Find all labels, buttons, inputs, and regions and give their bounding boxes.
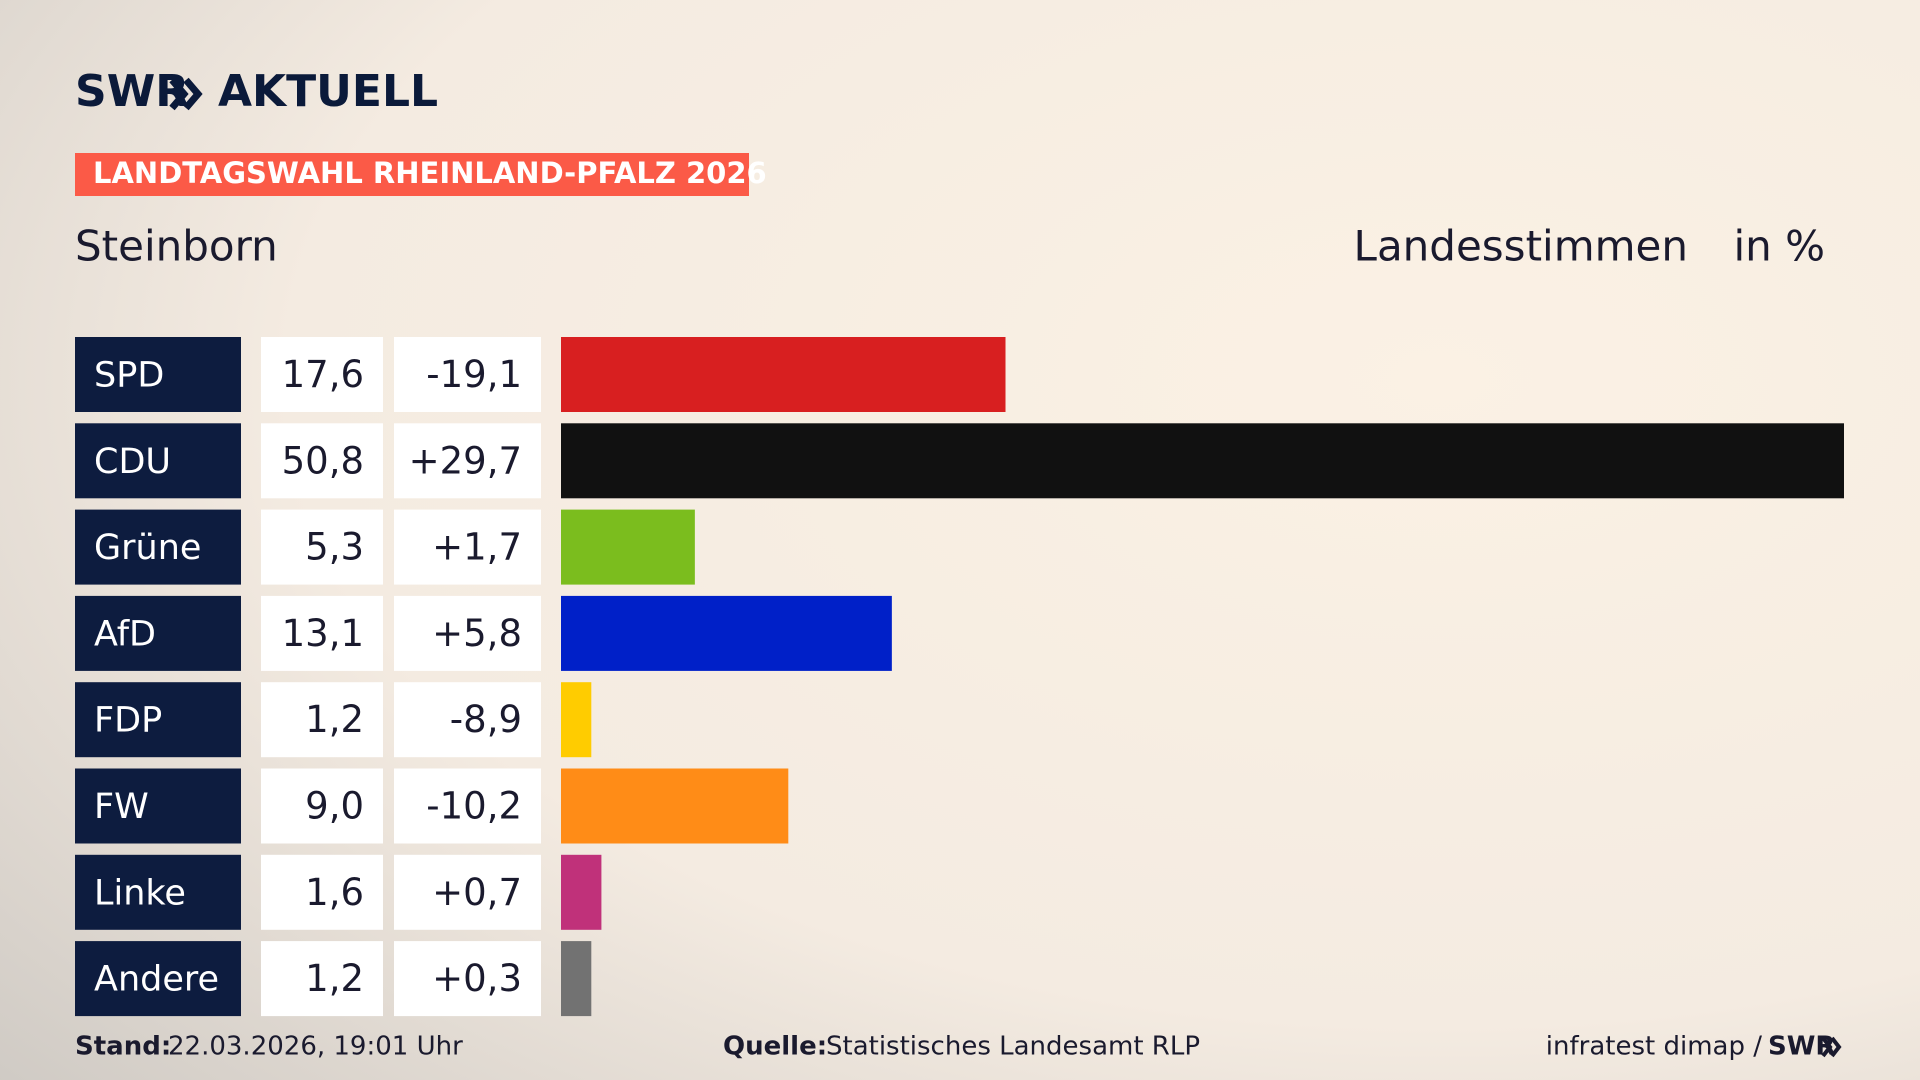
value-cell	[261, 509, 383, 585]
party-cell	[75, 509, 241, 585]
banner-text: LANDTAGSWAHL RHEINLAND-PFALZ 2026	[93, 156, 767, 190]
value-label: 5,3	[305, 526, 364, 569]
credit: infratest dimap /	[1546, 1032, 1762, 1062]
value-cell	[261, 941, 383, 1017]
chart-title: Steinborn	[75, 222, 278, 271]
value-cell	[261, 768, 383, 844]
party-name: FW	[94, 787, 149, 827]
party-name: Linke	[94, 873, 186, 913]
change-cell	[394, 423, 541, 499]
credit-brand: SWR	[1768, 1032, 1835, 1062]
rows: SPD 17,6 -19,1 CDU 50,8 +29,7 Grüne 5,3 +1,7 AfD 1…	[75, 337, 1844, 1017]
change-cell	[394, 509, 541, 585]
bar	[561, 768, 789, 844]
source: Statistisches Landesamt RLP	[826, 1032, 1200, 1062]
party-name: CDU	[94, 442, 171, 482]
change-label: +5,8	[432, 612, 522, 655]
party-cell	[75, 682, 241, 758]
value-label: 1,2	[305, 957, 364, 1000]
bar	[561, 423, 1844, 499]
party-cell	[75, 595, 241, 671]
value-label: 50,8	[282, 439, 364, 482]
change-cell	[394, 854, 541, 930]
change-label: +1,7	[432, 526, 522, 569]
value-label: 1,2	[305, 698, 364, 741]
party-name: FDP	[94, 701, 162, 741]
change-cell	[394, 941, 541, 1017]
source-label: Quelle:	[723, 1032, 827, 1062]
change-cell	[394, 337, 541, 412]
change-cell	[394, 682, 541, 758]
stand-label: Stand:	[75, 1032, 171, 1062]
value-cell	[261, 337, 383, 412]
brand-suffix: AKTUELL	[218, 66, 438, 117]
change-cell	[394, 768, 541, 844]
party-cell	[75, 337, 241, 412]
bar	[561, 854, 602, 930]
value-cell	[261, 595, 383, 671]
party-cell	[75, 941, 241, 1017]
change-label: -19,1	[426, 353, 522, 396]
value-label: 13,1	[282, 612, 364, 655]
value-label: 17,6	[282, 353, 364, 396]
party-cell	[75, 423, 241, 499]
brand: SWR	[75, 66, 189, 117]
party-name: SPD	[94, 356, 164, 396]
chart-subtitle: Landesstimmen	[1354, 222, 1688, 271]
stand: 22.03.2026, 19:01 Uhr	[168, 1032, 463, 1062]
credit-chevrons	[1821, 1036, 1842, 1058]
value-label: 9,0	[305, 785, 364, 828]
party-cell	[75, 768, 241, 844]
change-label: +29,7	[409, 439, 522, 482]
change-label: +0,3	[432, 957, 522, 1000]
party-name: Andere	[94, 960, 219, 1000]
bar	[561, 595, 892, 671]
party-name: AfD	[94, 614, 156, 654]
change-label: -10,2	[426, 785, 522, 828]
value-label: 1,6	[305, 871, 364, 914]
change-cell	[394, 595, 541, 671]
change-label: -8,9	[450, 698, 522, 741]
bar	[561, 509, 695, 585]
bar	[561, 682, 592, 758]
bar	[561, 941, 592, 1017]
unit: in %	[1733, 222, 1825, 271]
brand-chevrons	[169, 77, 203, 111]
value-cell	[261, 854, 383, 930]
party-name: Grüne	[94, 528, 201, 568]
change-label: +0,7	[432, 871, 522, 914]
party-cell	[75, 854, 241, 930]
banner	[75, 153, 749, 196]
value-cell	[261, 423, 383, 499]
bar	[561, 337, 1006, 412]
value-cell	[261, 682, 383, 758]
